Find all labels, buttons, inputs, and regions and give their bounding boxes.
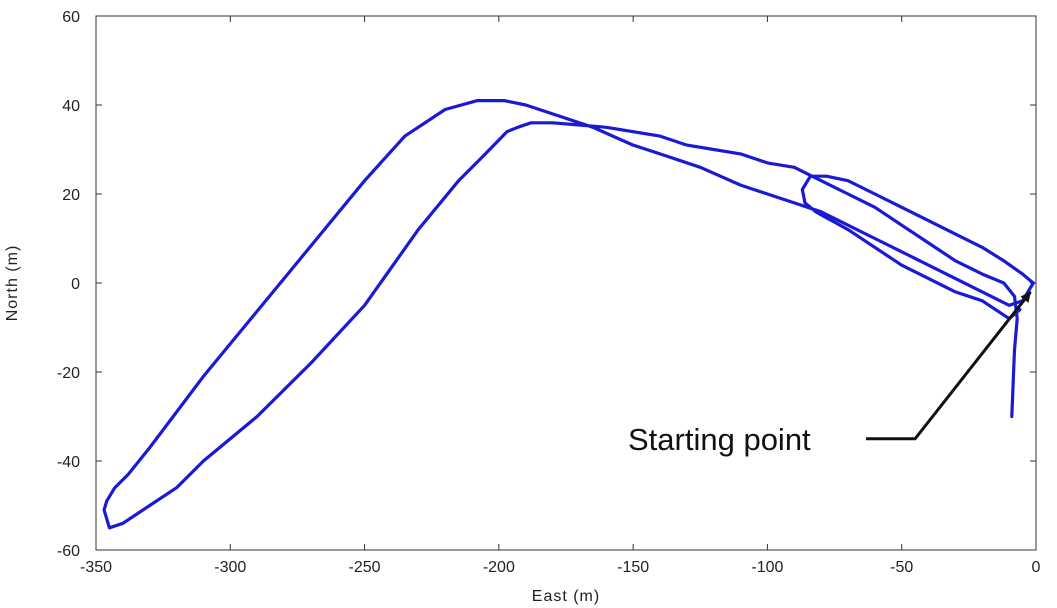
plot-frame — [95, 15, 1037, 551]
y-tick-label: -60 — [57, 543, 80, 560]
axis-ticks — [95, 15, 1037, 551]
y-tick-labels: -60 -40 -20 0 20 40 60 — [57, 9, 80, 560]
annotation-layer: Starting point — [628, 290, 1032, 457]
trajectory-line-2 — [800, 174, 1035, 321]
y-tick-label: 40 — [62, 98, 80, 115]
x-tick-labels: -350 -300 -250 -200 -150 -100 -50 0 — [80, 559, 1041, 576]
x-tick-label: -150 — [617, 559, 649, 576]
x-tick-label: -250 — [349, 559, 381, 576]
annotation-text: Starting point — [628, 422, 811, 457]
x-tick-label: -300 — [214, 559, 246, 576]
y-axis-label: North (m) — [4, 245, 21, 322]
series-layer — [102, 98, 1035, 530]
x-tick-label: -50 — [890, 559, 913, 576]
annotation-arrow — [866, 290, 1032, 441]
x-tick-label: -100 — [751, 559, 783, 576]
x-tick-label: 0 — [1032, 559, 1041, 576]
x-tick-label: -200 — [483, 559, 515, 576]
y-tick-label: 60 — [62, 9, 80, 26]
y-tick-label: 20 — [62, 187, 80, 204]
x-axis-label: East (m) — [532, 588, 600, 605]
trajectory-line-1 — [102, 98, 1035, 530]
x-tick-label: -350 — [80, 559, 112, 576]
y-tick-label: -20 — [57, 365, 80, 382]
y-tick-label: -40 — [57, 454, 80, 471]
y-tick-label: 0 — [71, 276, 80, 293]
